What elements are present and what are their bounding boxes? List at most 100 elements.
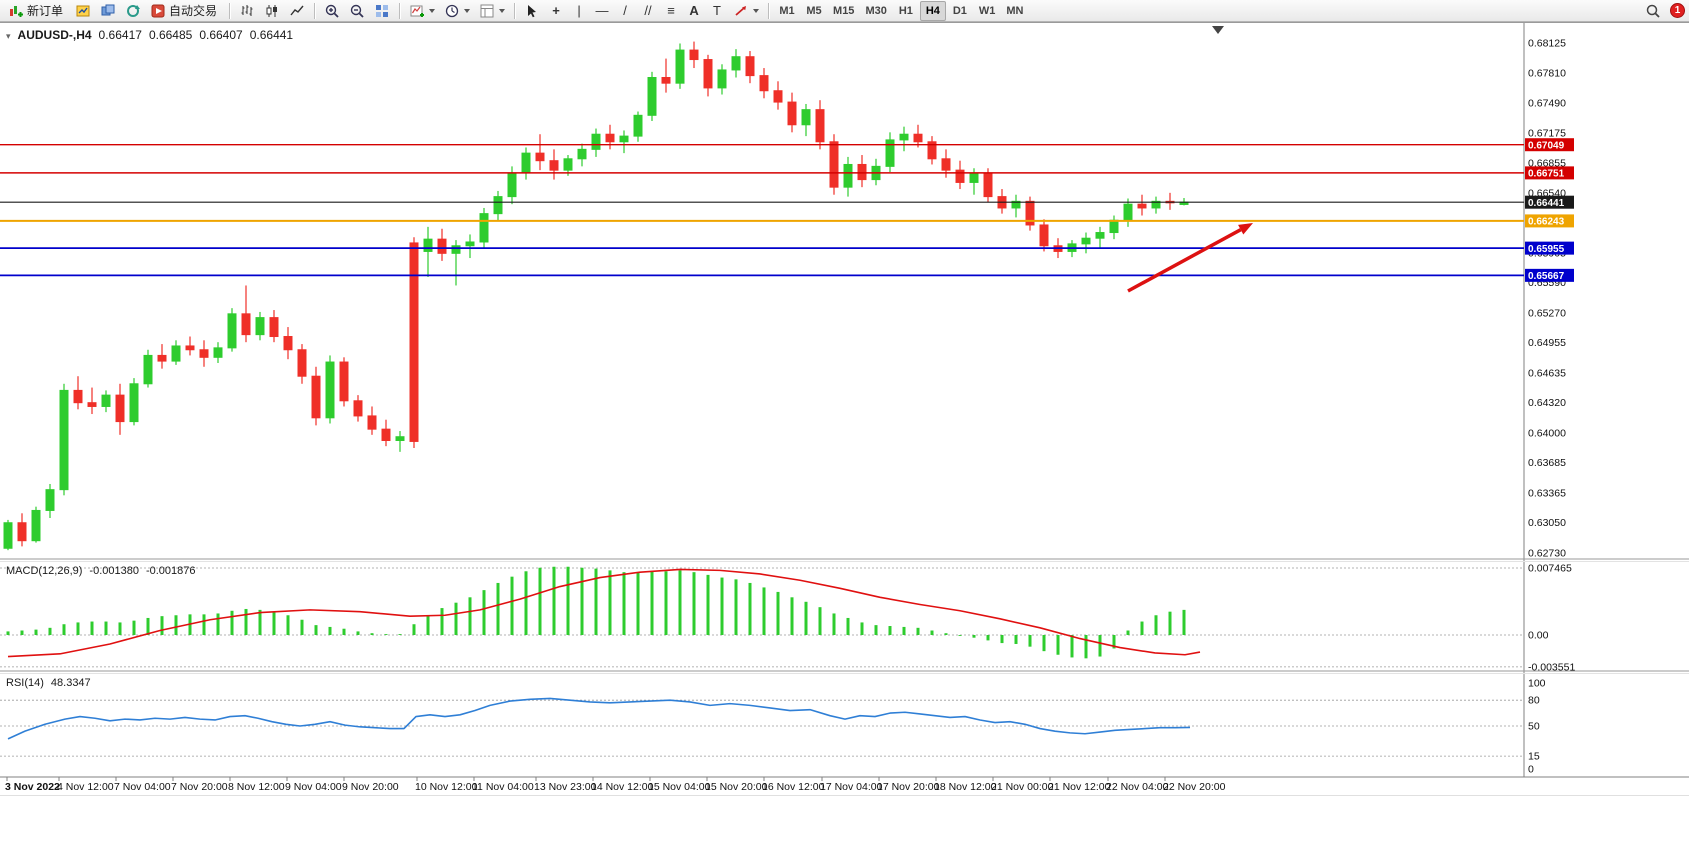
templates-button[interactable]: [475, 1, 509, 21]
zoom-out-button[interactable]: [345, 1, 369, 21]
periods-button[interactable]: [440, 1, 474, 21]
profiles-button[interactable]: [96, 1, 120, 21]
ohlc-bars-icon: [241, 4, 253, 16]
timeframe-button-m5[interactable]: M5: [801, 1, 827, 21]
tile-windows-button[interactable]: [370, 1, 394, 21]
time-axis-label[interactable]: 16 Nov 12:00: [762, 781, 825, 793]
candle-body: [479, 213, 489, 243]
horizontal-line-button[interactable]: —: [591, 1, 613, 21]
macd-signal-line: [7, 568, 1201, 658]
timeframe-button-mn[interactable]: MN: [1001, 1, 1028, 21]
line-chart-button[interactable]: [285, 1, 309, 21]
time-axis-label[interactable]: 10 Nov 12:00: [415, 781, 478, 793]
time-axis-label[interactable]: 17 Nov 20:00: [877, 781, 940, 793]
time-axis-label[interactable]: 17 Nov 04:00: [820, 781, 883, 793]
candle-body: [283, 336, 293, 351]
time-axis-label[interactable]: 3 Nov 2022: [5, 781, 60, 793]
notification-badge[interactable]: 1: [1670, 3, 1685, 18]
new-order-button[interactable]: 新订单: [4, 1, 70, 21]
price-box: [1525, 166, 1574, 180]
candle-body: [255, 317, 265, 336]
time-axis-label[interactable]: 15 Nov 04:00: [648, 781, 711, 793]
main-toolbar: 新订单 自动交易: [0, 0, 1689, 22]
candle-body: [591, 133, 601, 150]
candle-body: [661, 77, 671, 84]
time-axis-label[interactable]: 18 Nov 12:00: [934, 781, 997, 793]
vertical-line-button[interactable]: |: [568, 1, 590, 21]
chart-window[interactable]: 0.68125 0.67810 0.67490 0.67175 0.66855 0.665…: [0, 22, 1689, 795]
time-axis-label[interactable]: 9 Nov 20:00: [342, 781, 399, 793]
price-axis-label: 0.63685: [1528, 457, 1566, 469]
cursor-button[interactable]: [520, 1, 544, 21]
price-box: [1525, 214, 1574, 228]
text-label-button[interactable]: T: [706, 1, 728, 21]
candle-body: [563, 158, 573, 171]
macd-histogram: [6, 566, 1186, 659]
candle-body: [1081, 237, 1091, 245]
price-axis-label: 0.68125: [1528, 38, 1566, 50]
candle-body: [717, 69, 727, 89]
timeframe-button-h4[interactable]: H4: [919, 0, 946, 21]
time-axis-label[interactable]: 21 Nov 00:00: [991, 781, 1054, 793]
trend-arrow-head[interactable]: [1238, 223, 1253, 235]
indicators-button[interactable]: [405, 1, 439, 21]
time-axis-label[interactable]: 9 Nov 04:00: [285, 781, 342, 793]
candle-body: [269, 317, 279, 338]
trendline-icon: /: [623, 3, 627, 18]
timeframe-button-h1[interactable]: H1: [893, 1, 919, 21]
price-axis-label: 0.65270: [1528, 307, 1566, 319]
auto-trading-icon: [151, 4, 165, 17]
candle-body: [395, 436, 405, 441]
candle-body: [521, 152, 531, 174]
timeframe-button-m1[interactable]: M1: [774, 1, 800, 21]
time-axis-label[interactable]: 22 Nov 20:00: [1163, 781, 1226, 793]
candle-body: [31, 509, 41, 542]
candlestick-chart-button[interactable]: [260, 1, 284, 21]
text-label-icon: T: [713, 3, 721, 18]
timeframe-button-w1[interactable]: W1: [974, 1, 1001, 21]
arrows-button[interactable]: [729, 1, 763, 21]
time-axis-label[interactable]: 4 Nov 12:00: [57, 781, 114, 793]
candle-body: [297, 349, 307, 377]
new-chart-icon: [76, 5, 90, 16]
trend-arrow[interactable]: [1127, 228, 1242, 293]
text-button[interactable]: A: [683, 1, 705, 21]
new-chart-button[interactable]: [71, 1, 95, 21]
crosshair-button[interactable]: +: [545, 1, 567, 21]
time-axis-label[interactable]: 15 Nov 20:00: [705, 781, 768, 793]
time-axis-label[interactable]: 14 Nov 12:00: [591, 781, 654, 793]
time-axis-label[interactable]: 22 Nov 04:00: [1106, 781, 1169, 793]
rsi-axis-label: 0: [1528, 764, 1534, 776]
time-axis-label[interactable]: 13 Nov 23:00: [534, 781, 597, 793]
bar-chart-button[interactable]: [235, 1, 259, 21]
candle-body: [451, 245, 461, 254]
candle-body: [759, 75, 769, 92]
candle-body: [969, 173, 979, 183]
price-axis-label: 0.64000: [1528, 427, 1566, 439]
refresh-button[interactable]: [121, 1, 145, 21]
timeframe-group: M1 M5 M15 M30 H1 H4 D1 W1 MN: [774, 0, 1028, 21]
timeframe-button-m30[interactable]: M30: [860, 1, 891, 21]
price-box: [1525, 138, 1574, 152]
search-button[interactable]: [1641, 1, 1665, 21]
candle-body: [549, 160, 559, 171]
timeframe-button-d1[interactable]: D1: [947, 1, 973, 21]
candle-body: [87, 402, 97, 407]
zoom-in-button[interactable]: [320, 1, 344, 21]
time-axis-label[interactable]: 11 Nov 04:00: [472, 781, 534, 793]
candle-body: [885, 139, 895, 167]
channel-button[interactable]: //: [637, 1, 659, 21]
fibonacci-button[interactable]: ≡: [660, 1, 682, 21]
time-axis-label[interactable]: 7 Nov 04:00: [114, 781, 171, 793]
time-axis-label[interactable]: 8 Nov 12:00: [228, 781, 285, 793]
toolbar-separator: [314, 2, 316, 19]
timeframe-button-m15[interactable]: M15: [828, 1, 859, 21]
price-axis-label: 0.64955: [1528, 337, 1566, 349]
time-axis-label[interactable]: 7 Nov 20:00: [171, 781, 228, 793]
trendline-button[interactable]: /: [614, 1, 636, 21]
time-axis-label[interactable]: 21 Nov 12:00: [1048, 781, 1111, 793]
price-chart-svg[interactable]: 0.681250.678100.674900.671750.668550.665…: [0, 23, 1689, 796]
candle-body: [129, 383, 139, 423]
line-chart-icon: [290, 5, 304, 15]
auto-trading-button[interactable]: 自动交易: [146, 1, 224, 21]
